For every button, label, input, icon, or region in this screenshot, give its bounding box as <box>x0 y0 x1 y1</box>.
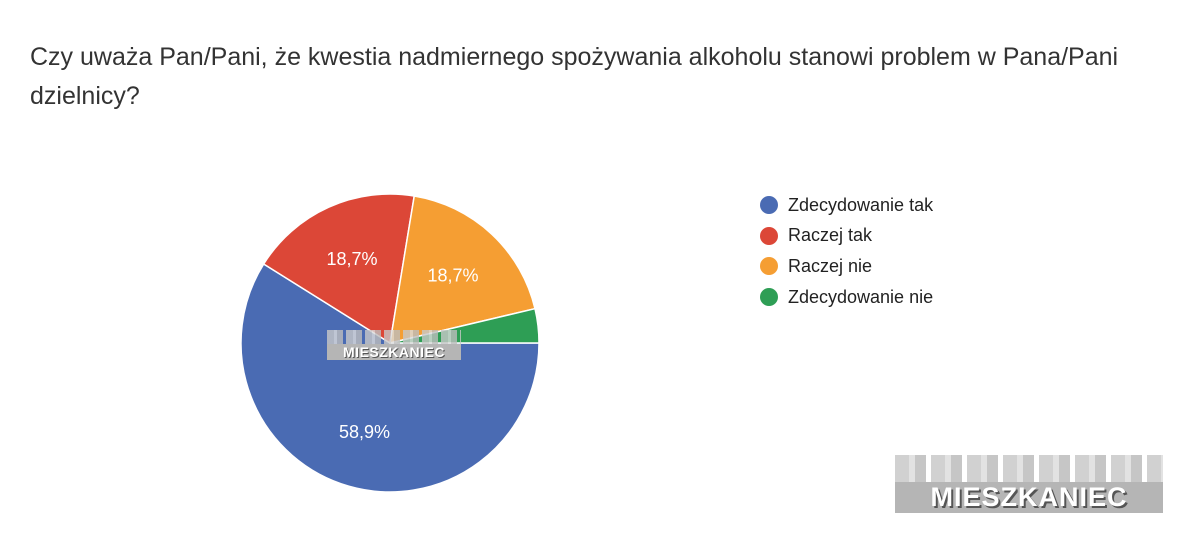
legend-item: Raczej nie <box>760 251 933 282</box>
pie-slice-raczej-tak <box>262 193 416 345</box>
legend-label: Raczej nie <box>788 255 873 276</box>
pie-slice-zdecydowanie-tak <box>240 262 540 493</box>
legend-label: Raczej tak <box>788 225 873 246</box>
legend-dot-icon <box>760 288 778 307</box>
slice-label: 18,7% <box>326 249 377 269</box>
watermark-logo-large: MIESZKANIEC <box>895 455 1163 513</box>
skyline-graphic <box>327 330 461 345</box>
legend-item: Zdecydowanie nie <box>760 282 933 313</box>
legend-item: Raczej tak <box>760 221 933 252</box>
slice-label: 18,7% <box>428 265 479 285</box>
chart-legend: Zdecydowanie tak Raczej tak Raczej nie Zdec… <box>760 190 933 312</box>
legend-dot-icon <box>760 196 778 215</box>
watermark-logo-small: MIESZKANIEC <box>327 330 461 360</box>
watermark-text-large: MIESZKANIEC <box>930 482 1128 512</box>
chart-title: Czy uważa Pan/Pani, że kwestia nadmierne… <box>30 43 1119 110</box>
legend-dot-icon <box>760 226 778 245</box>
legend-label: Zdecydowanie nie <box>788 286 934 307</box>
legend-label: Zdecydowanie tak <box>788 194 934 215</box>
slice-label: 58,9% <box>339 422 390 442</box>
legend-dot-icon <box>760 257 778 276</box>
pie-slice-raczej-nie <box>389 195 536 344</box>
watermark-text-small: MIESZKANIEC <box>343 344 445 360</box>
skyline-graphic <box>895 455 1163 483</box>
legend-item: Zdecydowanie tak <box>760 190 933 221</box>
